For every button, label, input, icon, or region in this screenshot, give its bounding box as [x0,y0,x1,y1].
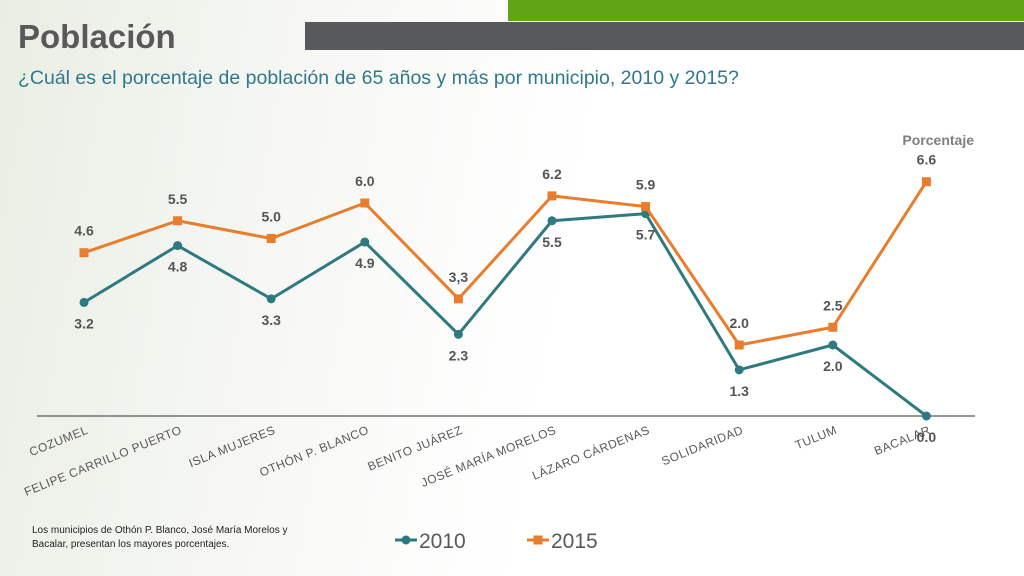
legend-item-2015: 2015 [527,530,598,553]
data-label-2010: 4.9 [355,255,375,271]
legend-marker [401,535,411,545]
series-2010-point [547,216,557,226]
green-accent-bar [508,0,1024,21]
legend-label: 2010 [419,530,466,553]
series-2015-point [921,177,931,187]
category-label: TULUM [793,423,839,452]
series-2015-point [453,294,463,304]
series-2010-point [453,329,463,339]
series-2015-point [734,340,744,350]
series-2015-point [360,198,370,208]
page-subtitle: ¿Cuál es el porcentaje de población de 6… [18,67,739,89]
data-label-2015: 6.6 [917,152,937,168]
data-label-2015: 2.0 [729,315,749,331]
data-label-2010: 5.7 [636,227,656,243]
data-label-2010: 4.8 [168,259,188,275]
data-label-2015: 5.5 [168,191,188,207]
data-label-2010: 3.3 [261,312,281,328]
series-2015-point [266,234,276,243]
legend-label: 2015 [551,530,598,553]
data-label-2010: 1.3 [729,383,749,399]
series-2010-line [83,212,928,418]
data-label-2010: 5.5 [542,234,562,250]
series-2015-line [83,180,928,347]
data-label-2015: 4.6 [74,223,94,239]
category-label: FELIPE CARRILLO PUERTO [22,423,184,499]
category-label: COZUMEL [27,423,90,459]
series-2015-point [641,202,651,212]
category-label: SOLIDARIDAD [660,423,746,469]
gray-accent-bar [305,22,1024,50]
data-label-2015: 5.9 [636,177,656,193]
data-label-2015: 6.0 [355,173,375,189]
data-label-2015: 3,3 [449,269,469,285]
series-2010-point [921,411,931,421]
series-2010-point [360,237,370,247]
data-label-2015: 2.5 [823,297,843,313]
footnote: Los municipios de Othón P. Blanco, José … [32,525,288,550]
legend-item-2010: 2010 [395,530,466,553]
data-label-2015: 5.0 [261,209,281,225]
page-title: Población [18,18,176,55]
data-label-2010: 2.0 [823,358,843,374]
series-2015-point [79,248,89,258]
series-2015-point [173,216,183,226]
data-label-2010: 3.2 [74,315,94,331]
legend-marker [533,535,543,545]
series-2010-point [734,365,744,375]
y-axis-unit-label: Porcentaje [902,132,974,148]
series-2010-point [828,340,838,350]
series-2015-point [547,191,557,201]
data-label-2010: 0.0 [917,429,937,445]
series-2015-point [828,322,838,332]
series-2010-point [79,297,89,307]
data-label-2015: 6.2 [542,166,562,182]
data-label-2010: 2.3 [449,347,469,363]
series-2010-point [266,294,276,304]
series-2010-point [173,241,183,251]
